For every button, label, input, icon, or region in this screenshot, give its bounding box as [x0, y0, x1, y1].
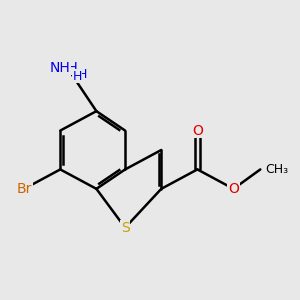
Text: O: O	[192, 124, 203, 138]
Text: S: S	[121, 221, 130, 235]
Text: Br: Br	[16, 182, 32, 196]
Text: NH: NH	[50, 61, 70, 75]
Text: NH: NH	[58, 61, 79, 75]
Text: H: H	[72, 70, 82, 83]
Text: CH₃: CH₃	[265, 163, 288, 176]
Text: O: O	[228, 182, 239, 196]
Text: H: H	[78, 68, 88, 81]
